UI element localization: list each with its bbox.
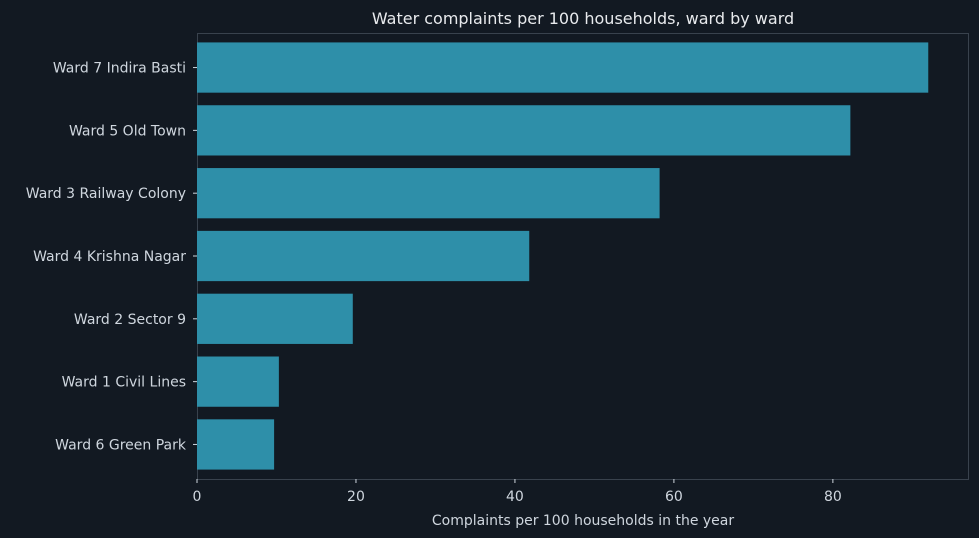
bar [197,168,660,219]
category-label: Ward 1 Civil Lines [62,375,186,391]
bar [197,419,275,470]
category-label: Ward 3 Railway Colony [26,186,186,202]
x-tick-label: 80 [824,489,842,505]
x-axis-ticks: 0 20 40 60 80 [193,479,842,505]
bar [197,42,929,93]
category-label: Ward 2 Sector 9 [74,312,186,328]
x-axis-label: Complaints per 100 households in the yea… [432,513,735,529]
x-tick-label: 0 [193,489,202,505]
bar [197,293,353,344]
category-label: Ward 4 Krishna Nagar [33,249,186,265]
bars-group [197,42,929,470]
bar [197,105,851,156]
bar [197,356,279,407]
category-labels: Ward 7 Indira Basti Ward 5 Old Town Ward 3… [26,61,197,453]
category-label: Ward 6 Green Park [55,437,187,453]
chart-title: Water complaints per 100 households, war… [372,9,794,28]
x-tick-label: 20 [347,489,365,505]
x-tick-label: 40 [506,489,524,505]
category-label: Ward 5 Old Town [69,123,186,139]
bar [197,230,530,282]
category-label: Ward 7 Indira Basti [53,61,186,77]
x-tick-label: 60 [665,489,683,505]
